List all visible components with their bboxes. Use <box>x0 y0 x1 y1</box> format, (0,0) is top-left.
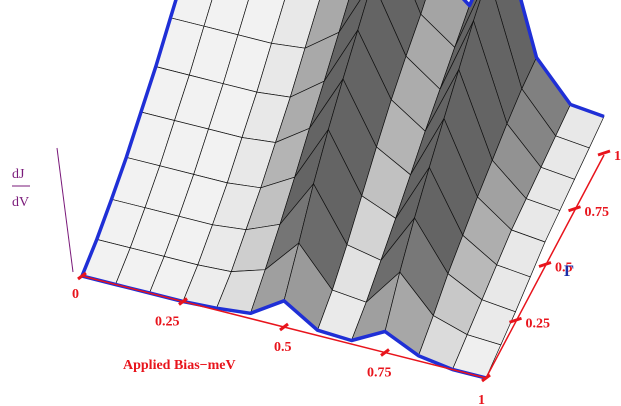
x-tick-label: 1 <box>478 393 485 406</box>
x-tick-label: 0.5 <box>274 340 292 355</box>
y-tick-mark <box>509 316 522 324</box>
x-tick-label: 0.75 <box>367 366 392 381</box>
x-tick-mark <box>178 297 188 306</box>
y-tick-label: 0.25 <box>526 316 551 331</box>
x-tick-mark <box>77 271 87 281</box>
surface-mesh <box>81 0 605 379</box>
z-axis-label-bottom: dV <box>12 195 29 210</box>
x-tick-mark <box>279 322 289 332</box>
y-tick-label: 0.5 <box>555 261 573 276</box>
y-axis-label: Γ <box>564 263 574 280</box>
x-tick-label: 0.25 <box>155 315 180 330</box>
z-axis-line <box>56 147 74 273</box>
surface-cell <box>414 0 426 16</box>
frame-left-edge <box>80 0 178 277</box>
y-axis-ticks: 0.25 0.5 0.75 1 <box>509 149 621 331</box>
y-tick-mark <box>538 261 552 268</box>
y-axis-line <box>485 154 605 379</box>
y-tick-label: 0.75 <box>585 205 610 220</box>
x-tick-label: 0 <box>72 287 79 302</box>
y-tick-mark <box>597 149 611 157</box>
x-tick-mark <box>380 348 390 357</box>
y-tick-mark <box>568 205 581 213</box>
frame-back-edge <box>461 0 605 119</box>
surface-cell <box>454 0 478 48</box>
y-tick-label: 1 <box>614 149 621 164</box>
z-axis-label-top: dJ <box>12 167 25 182</box>
x-axis-label: Applied Bias−meV <box>123 358 236 373</box>
